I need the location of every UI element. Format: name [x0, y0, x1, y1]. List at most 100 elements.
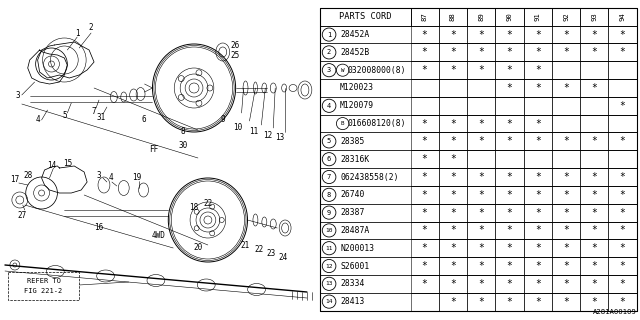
- Bar: [320, 115, 637, 132]
- Text: *: *: [422, 29, 428, 40]
- Bar: [495, 79, 524, 97]
- Text: *: *: [535, 190, 541, 200]
- Text: *: *: [507, 243, 513, 253]
- Bar: [609, 293, 637, 310]
- Bar: [320, 26, 637, 44]
- Text: 28: 28: [23, 171, 33, 180]
- Bar: [439, 293, 467, 310]
- Bar: [609, 275, 637, 293]
- Bar: [467, 221, 495, 239]
- Bar: [320, 239, 637, 257]
- Text: M120023: M120023: [340, 84, 374, 92]
- Text: *: *: [450, 65, 456, 75]
- Bar: [320, 221, 637, 239]
- Text: 28385: 28385: [340, 137, 364, 146]
- Text: 31: 31: [97, 114, 106, 123]
- Text: 8: 8: [181, 127, 186, 137]
- Bar: [410, 44, 439, 61]
- Text: *: *: [620, 172, 625, 182]
- Text: 28334: 28334: [340, 279, 364, 288]
- Text: *: *: [478, 208, 484, 218]
- Bar: [467, 132, 495, 150]
- Text: *: *: [563, 172, 569, 182]
- Text: *: *: [620, 47, 625, 57]
- Text: *: *: [478, 279, 484, 289]
- Text: *: *: [422, 261, 428, 271]
- Bar: [320, 61, 637, 79]
- Bar: [580, 8, 609, 26]
- Bar: [410, 61, 439, 79]
- Text: *: *: [620, 297, 625, 307]
- Text: *: *: [591, 172, 597, 182]
- Text: *: *: [507, 190, 513, 200]
- Text: *: *: [507, 279, 513, 289]
- Bar: [439, 97, 467, 115]
- Bar: [552, 61, 580, 79]
- Bar: [410, 239, 439, 257]
- Text: 24: 24: [278, 253, 288, 262]
- Text: 14: 14: [325, 299, 333, 304]
- Text: *: *: [535, 119, 541, 129]
- Text: *: *: [563, 297, 569, 307]
- Bar: [495, 221, 524, 239]
- Text: 93: 93: [591, 12, 597, 21]
- Bar: [524, 221, 552, 239]
- Bar: [410, 26, 439, 44]
- Bar: [495, 257, 524, 275]
- Text: 20: 20: [193, 244, 203, 252]
- Text: *: *: [620, 101, 625, 111]
- Text: *: *: [450, 190, 456, 200]
- Bar: [439, 150, 467, 168]
- Text: *: *: [591, 83, 597, 93]
- Text: *: *: [478, 225, 484, 236]
- Text: N200013: N200013: [340, 244, 374, 253]
- Bar: [439, 275, 467, 293]
- Text: 2: 2: [327, 49, 332, 55]
- Bar: [320, 275, 637, 293]
- Bar: [580, 186, 609, 204]
- Text: *: *: [620, 29, 625, 40]
- Text: 28487A: 28487A: [340, 226, 369, 235]
- Text: *: *: [591, 29, 597, 40]
- Text: 7: 7: [92, 108, 97, 116]
- Bar: [495, 275, 524, 293]
- Text: *: *: [563, 190, 569, 200]
- Text: FF: FF: [149, 146, 158, 155]
- Bar: [524, 168, 552, 186]
- Bar: [320, 8, 410, 26]
- Bar: [609, 204, 637, 221]
- Text: 5: 5: [327, 138, 332, 144]
- Bar: [609, 44, 637, 61]
- Bar: [410, 204, 439, 221]
- Bar: [609, 221, 637, 239]
- Text: *: *: [620, 261, 625, 271]
- Bar: [439, 115, 467, 132]
- Text: *: *: [422, 243, 428, 253]
- Text: *: *: [450, 47, 456, 57]
- Text: *: *: [563, 136, 569, 146]
- Bar: [439, 221, 467, 239]
- Bar: [524, 26, 552, 44]
- Bar: [467, 257, 495, 275]
- Bar: [467, 79, 495, 97]
- Bar: [524, 293, 552, 310]
- Bar: [495, 293, 524, 310]
- Text: *: *: [450, 261, 456, 271]
- Text: 13: 13: [276, 133, 285, 142]
- Text: *: *: [591, 243, 597, 253]
- Bar: [552, 221, 580, 239]
- Bar: [410, 257, 439, 275]
- Text: *: *: [422, 65, 428, 75]
- Bar: [495, 44, 524, 61]
- Text: *: *: [450, 136, 456, 146]
- Bar: [410, 150, 439, 168]
- Text: *: *: [507, 208, 513, 218]
- Bar: [320, 168, 637, 186]
- Bar: [609, 132, 637, 150]
- Text: 28387: 28387: [340, 208, 364, 217]
- Text: 90: 90: [506, 12, 513, 21]
- Bar: [439, 61, 467, 79]
- Text: 6: 6: [141, 116, 146, 124]
- Text: *: *: [620, 279, 625, 289]
- Bar: [410, 293, 439, 310]
